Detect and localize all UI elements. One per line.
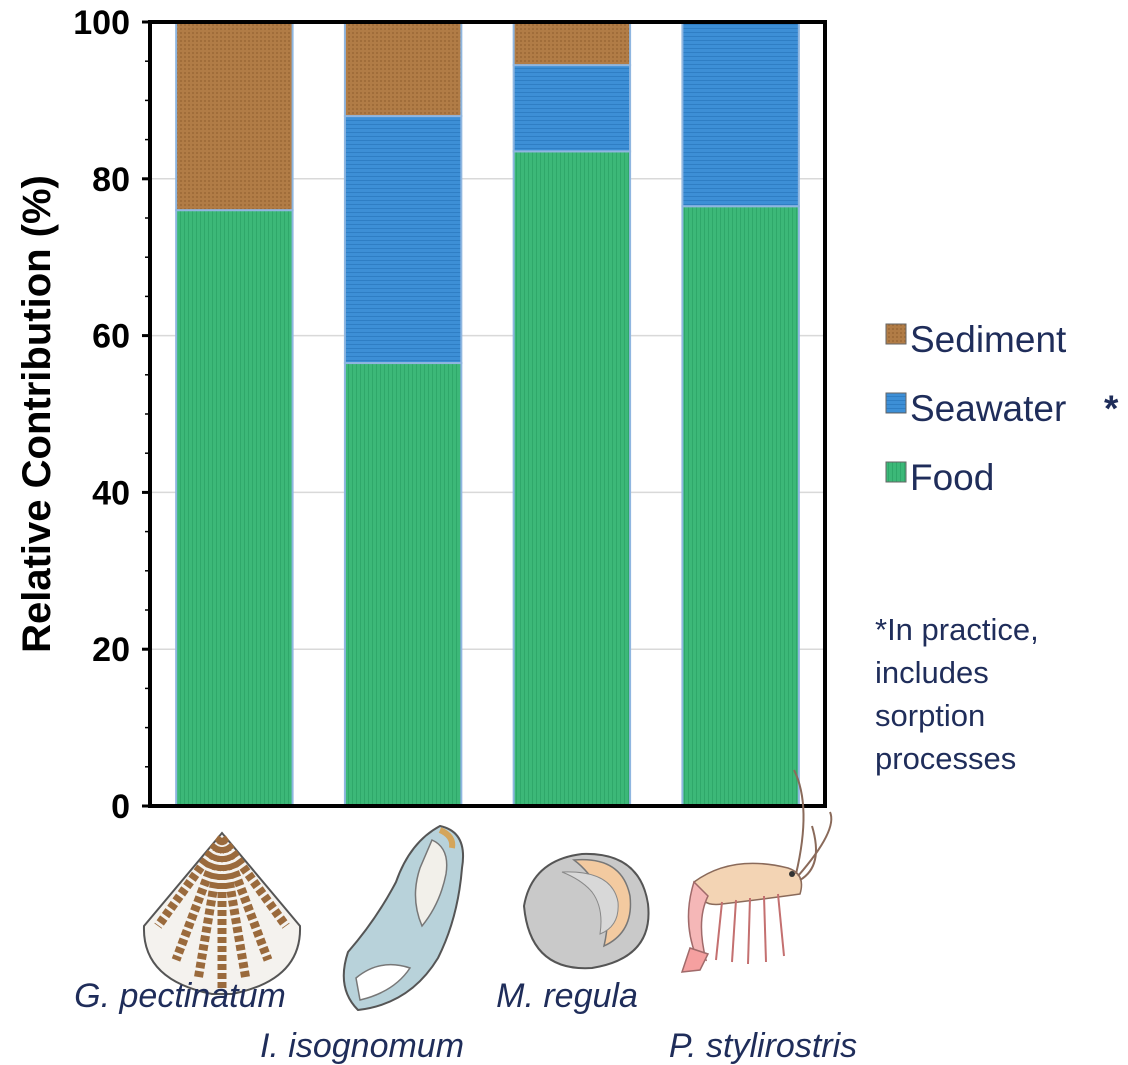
category-label: P. stylirostris [669,1027,857,1065]
y-axis-title: Relative Contribution (%) [15,175,59,653]
bar-sediment-3 [512,21,632,67]
shrimp-icon [680,769,833,973]
bar-food-1 [175,209,294,808]
legend-label-seawater: Seawater [910,388,1066,429]
legend-swatch-seawater [885,392,907,414]
legend: Sediment Seawater * Food [885,319,1119,498]
y-tick-label: 0 [111,788,130,826]
y-tick-label: 40 [92,474,130,512]
bar-food-4 [681,205,800,808]
legend-swatch-sediment [885,323,907,345]
bar-food-2 [343,362,463,807]
category-label: I. isognomum [260,1027,464,1065]
y-tick-label: 80 [92,161,130,199]
footnote-line: processes [875,741,1016,776]
y-tick-label: 20 [92,631,130,669]
scallop-icon [142,831,302,995]
bar-seawater-3 [512,64,632,153]
bar-seawater-2 [343,115,463,365]
legend-swatch-food [885,461,907,483]
bar-food-3 [512,150,632,808]
legend-label-food: Food [910,457,994,498]
y-axis: 0 20 40 60 80 100 [73,4,150,826]
bar-seawater-4 [681,21,800,208]
legend-asterisk: * [1104,388,1119,429]
footnote: *In practice, includes sorption processes [875,612,1039,776]
category-label: G. pectinatum [74,977,286,1015]
clam-icon [522,852,650,970]
bar-sediment-1 [175,21,294,212]
category-labels: G. pectinatum I. isognomum M. regula P. sty… [74,977,857,1065]
bars [175,21,800,808]
footnote-line: sorption [875,698,985,733]
category-label: M. regula [496,977,638,1015]
oyster-icon [342,824,464,1012]
legend-label-sediment: Sediment [910,319,1067,360]
footnote-line: includes [875,655,989,690]
footnote-line: *In practice, [875,612,1039,647]
y-tick-label: 60 [92,318,130,356]
bar-sediment-2 [343,21,463,118]
y-tick-label: 100 [73,4,130,42]
